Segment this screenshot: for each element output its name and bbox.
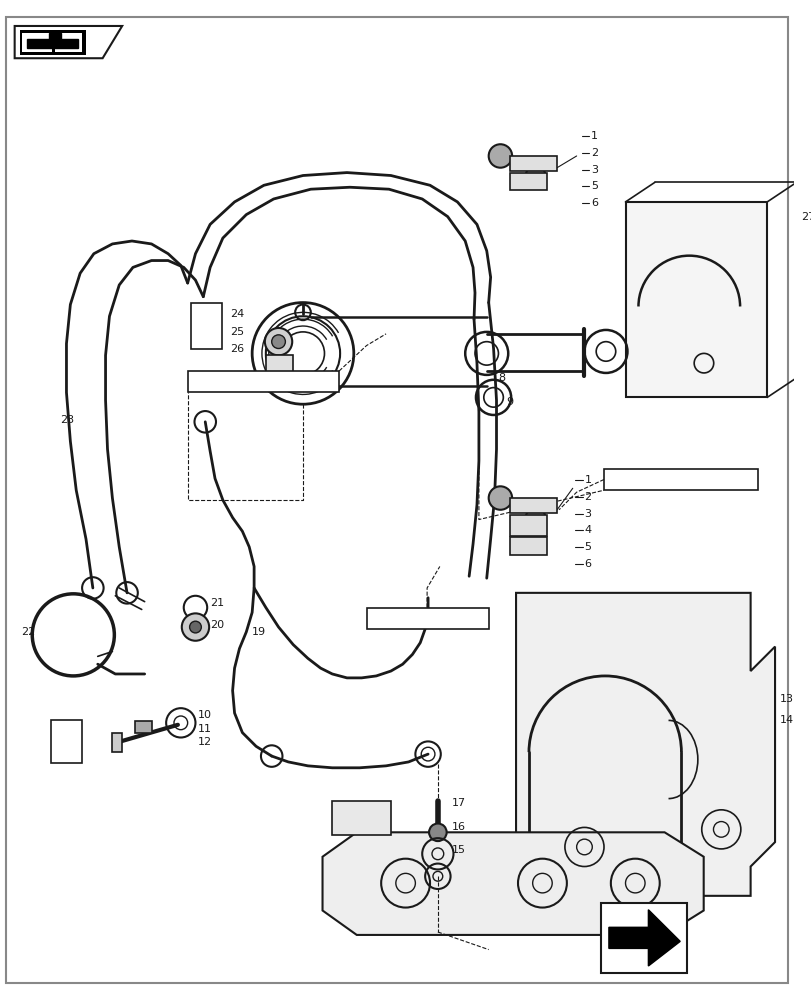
Text: 1: 1 (590, 131, 598, 141)
Text: 13: 13 (779, 694, 793, 704)
Text: 2: 2 (584, 492, 591, 502)
Text: 19: 19 (252, 627, 266, 637)
Bar (23, 33, 52, 52)
Text: 10: 10 (197, 710, 211, 720)
Text: 4: 4 (584, 525, 591, 535)
Text: 20: 20 (210, 620, 224, 630)
Text: 2: 2 (590, 148, 598, 158)
Text: 26: 26 (230, 344, 243, 354)
Bar (600, 903, 686, 973)
Circle shape (142, 724, 152, 734)
Bar (112, 733, 122, 752)
Bar (332, 801, 390, 835)
Bar (51, 720, 82, 763)
Bar (187, 371, 339, 392)
Bar (191, 303, 221, 349)
Text: 11: 11 (197, 724, 211, 734)
Bar (509, 173, 547, 190)
Circle shape (264, 328, 292, 355)
Text: 12: 12 (197, 737, 212, 747)
Bar (509, 537, 547, 555)
Text: 35.736.0103: 35.736.0103 (393, 613, 460, 623)
Circle shape (488, 486, 512, 510)
Bar (509, 515, 547, 536)
Bar (366, 608, 488, 629)
Text: 21: 21 (210, 598, 224, 608)
Text: 23: 23 (61, 415, 75, 425)
Text: 3: 3 (584, 509, 590, 519)
Bar (603, 469, 757, 490)
Text: 5: 5 (584, 542, 590, 552)
Circle shape (272, 335, 285, 349)
Bar (624, 202, 766, 397)
Bar (265, 355, 293, 375)
Text: 5: 5 (590, 181, 598, 191)
Circle shape (190, 621, 201, 633)
Bar (54, 33, 82, 52)
Text: 9: 9 (505, 397, 513, 407)
Bar (509, 498, 556, 513)
Text: 3: 3 (590, 165, 598, 175)
Polygon shape (322, 832, 703, 935)
Text: 25: 25 (230, 327, 243, 337)
Polygon shape (608, 910, 680, 966)
Text: 17: 17 (451, 798, 465, 808)
Circle shape (526, 166, 545, 185)
Bar (509, 156, 556, 171)
Text: 6: 6 (590, 198, 598, 208)
Text: 6: 6 (584, 559, 590, 569)
Polygon shape (28, 33, 78, 48)
Bar (135, 721, 152, 733)
Text: 24: 24 (230, 309, 243, 319)
Text: 7: 7 (203, 321, 209, 331)
Circle shape (488, 144, 512, 168)
Text: 22: 22 (21, 627, 36, 637)
Text: 15: 15 (451, 845, 465, 855)
Circle shape (428, 824, 446, 841)
Text: 1: 1 (584, 475, 590, 485)
Polygon shape (516, 593, 774, 896)
Text: 27: 27 (800, 212, 811, 222)
Text: 25: 25 (60, 736, 73, 746)
Circle shape (182, 613, 209, 641)
Text: 8: 8 (498, 373, 505, 383)
Bar (19, 30, 86, 55)
Text: 84.910.0103 03: 84.910.0103 03 (221, 377, 304, 387)
Text: 84.910.0103 02: 84.910.0103 02 (639, 474, 722, 484)
Circle shape (526, 508, 545, 527)
Text: 14: 14 (779, 715, 793, 725)
Text: 16: 16 (451, 822, 465, 832)
